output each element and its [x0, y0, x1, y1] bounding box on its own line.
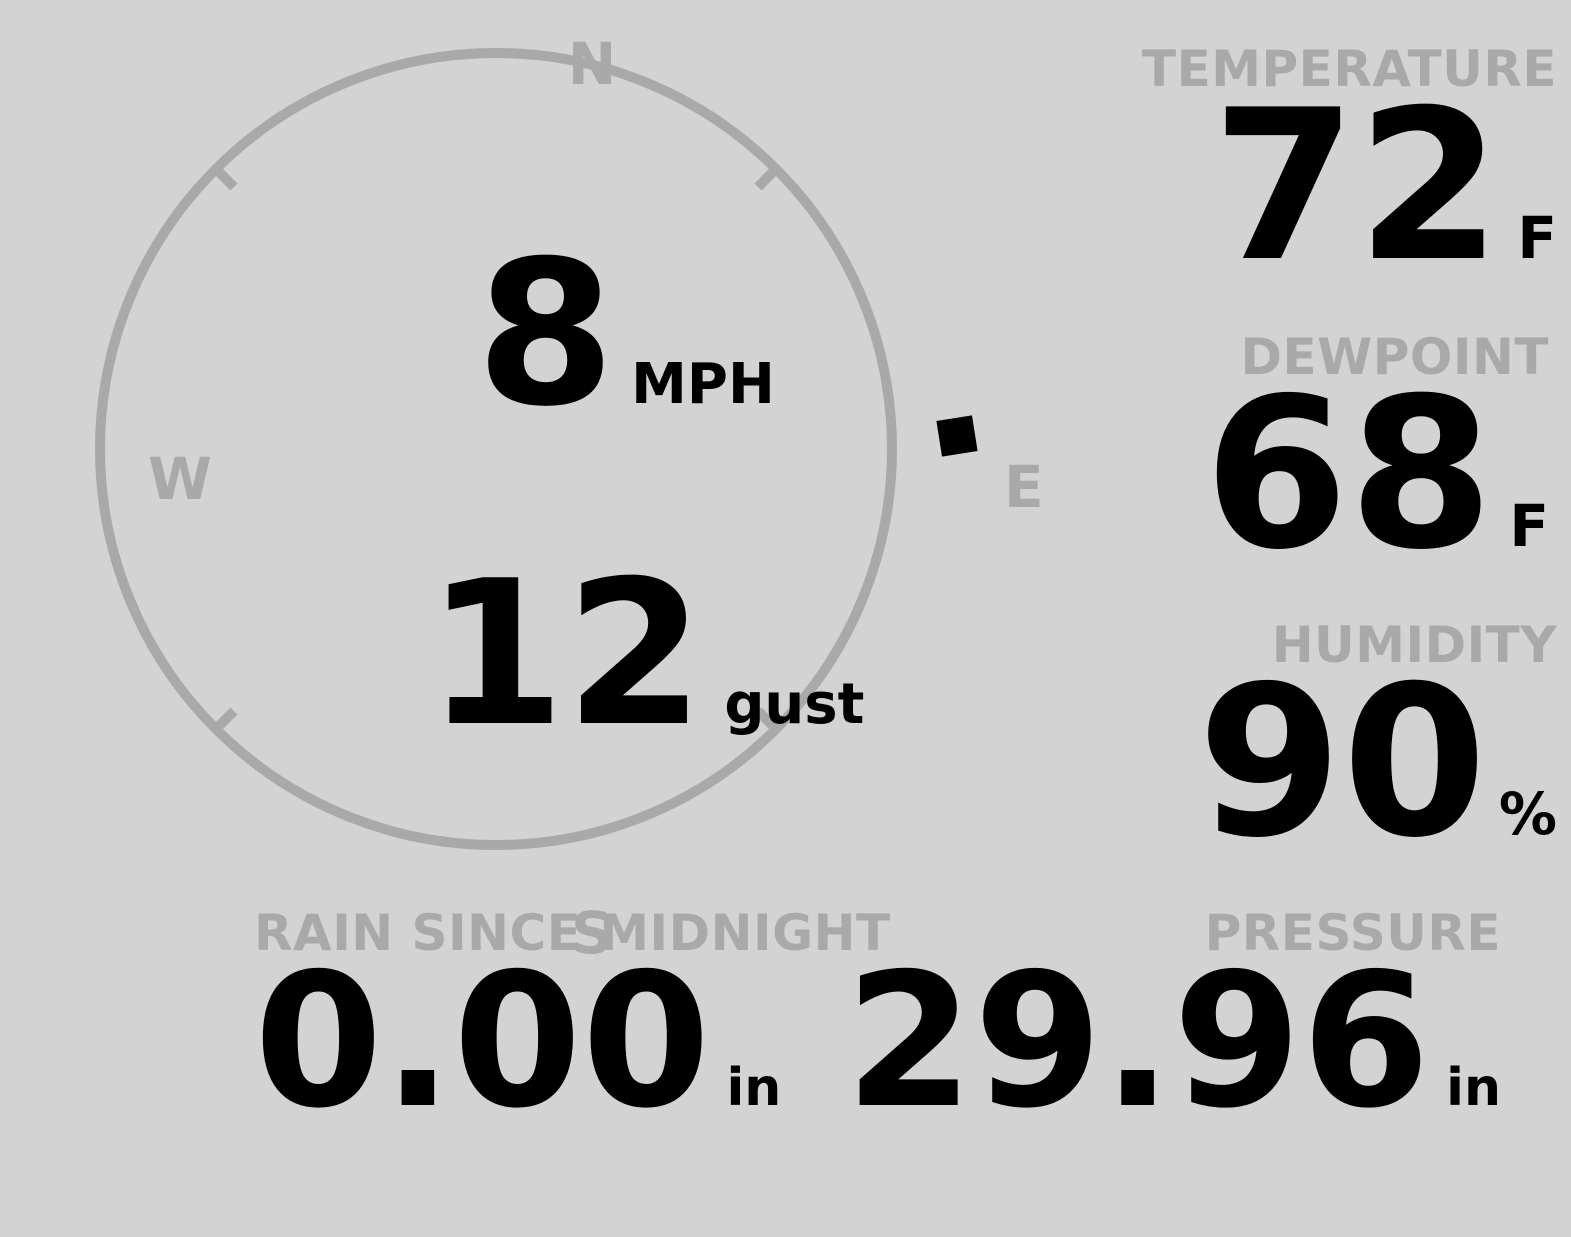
metric-pressure-body: 29.96 in — [844, 933, 1501, 1149]
metric-rain-label: RAIN SINCE MIDNIGHT — [254, 904, 891, 962]
metric-pressure-value: 29.96 — [844, 933, 1431, 1149]
metric-temperature-value: 72 — [1211, 66, 1502, 308]
metric-dewpoint: DEWPOINT 68 F — [1203, 328, 1549, 596]
metric-rain-value: 0.00 — [254, 933, 711, 1149]
wind-gust-value: 12 — [426, 538, 705, 771]
metric-dewpoint-body: 68 F — [1203, 354, 1549, 596]
metric-pressure: PRESSURE 29.96 in — [844, 904, 1501, 1149]
compass-label-south: S — [571, 899, 613, 967]
wind-direction-marker-icon — [936, 415, 978, 457]
wind-speed-unit: MPH — [631, 352, 775, 417]
compass-ring-circle — [95, 48, 897, 850]
metric-humidity: HUMIDITY 90 % — [1197, 616, 1557, 884]
compass-label-east: E — [1004, 453, 1044, 521]
wind-gust-unit: gust — [724, 672, 865, 737]
metric-temperature-unit: F — [1517, 204, 1557, 272]
wind-speed-value: 8 — [476, 218, 616, 451]
metric-humidity-unit: % — [1498, 780, 1557, 848]
wind-compass-dial: N E S W 8 MPH 12 gust — [95, 35, 1044, 962]
compass-tick-group — [212, 165, 780, 733]
metric-temperature: TEMPERATURE 72 F — [1142, 40, 1557, 308]
metric-dewpoint-label: DEWPOINT — [1240, 328, 1549, 386]
compass-tick-sw — [212, 707, 238, 733]
metric-dewpoint-unit: F — [1509, 492, 1549, 560]
compass-ring-graphic — [95, 48, 897, 850]
metric-pressure-unit: in — [1446, 1058, 1501, 1118]
wind-gust-readout: 12 gust — [426, 538, 865, 771]
compass-tick-se — [754, 707, 780, 733]
compass-tick-ne — [754, 165, 780, 191]
metric-dewpoint-value: 68 — [1203, 354, 1494, 596]
metric-humidity-label: HUMIDITY — [1271, 616, 1557, 674]
metric-temperature-label: TEMPERATURE — [1142, 40, 1557, 98]
metric-humidity-body: 90 % — [1197, 642, 1557, 884]
metric-rain-body: 0.00 in — [254, 933, 891, 1149]
metric-humidity-value: 90 — [1197, 642, 1487, 884]
metric-pressure-label: PRESSURE — [1204, 904, 1501, 962]
metric-rain-since-midnight: RAIN SINCE MIDNIGHT 0.00 in — [254, 904, 891, 1149]
metric-temperature-body: 72 F — [1142, 66, 1557, 308]
compass-tick-nw — [212, 165, 238, 191]
wind-speed-readout: 8 MPH — [476, 218, 775, 451]
metric-rain-unit: in — [726, 1058, 782, 1118]
compass-label-north: N — [567, 30, 617, 98]
compass-label-west: W — [148, 445, 212, 513]
